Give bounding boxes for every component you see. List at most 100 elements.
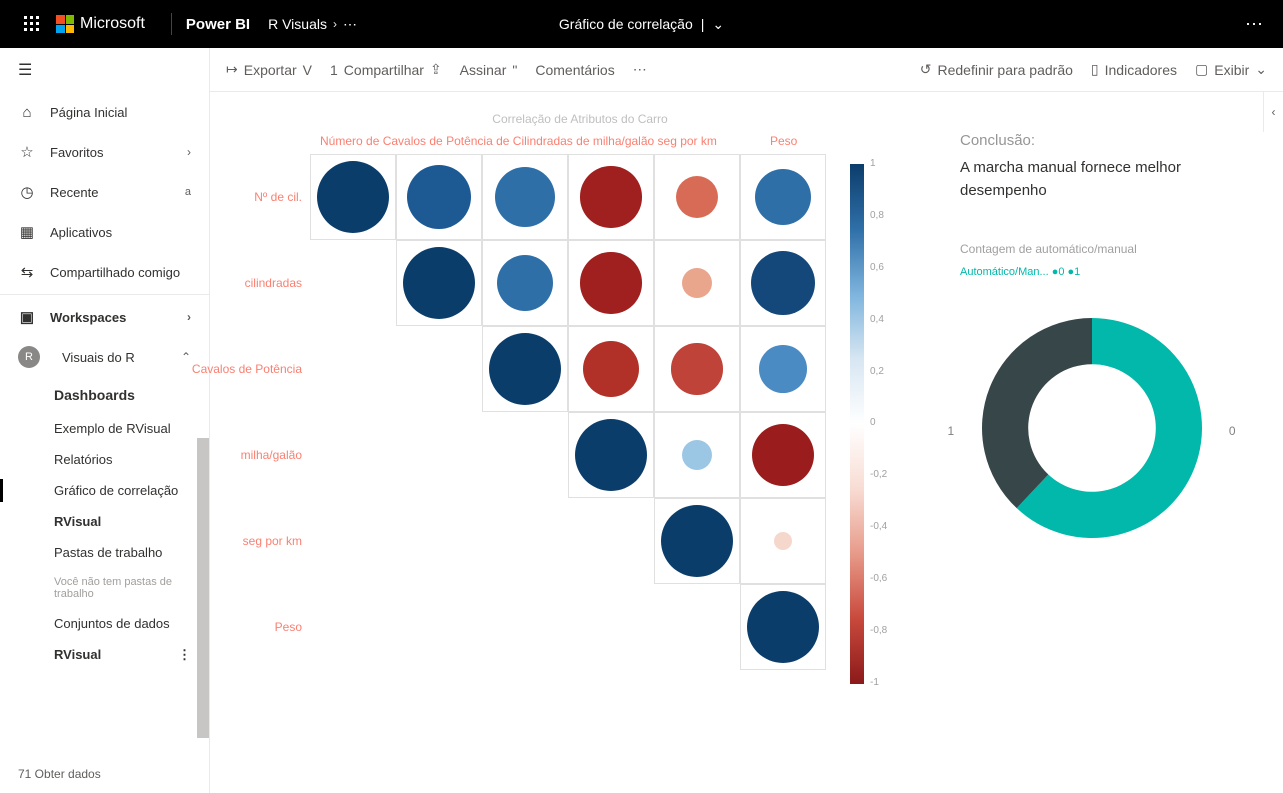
correlation-cell — [482, 326, 568, 412]
correlation-cell — [740, 498, 826, 584]
chevron-down-icon: ⌄ — [712, 16, 724, 33]
correlation-cell — [740, 240, 826, 326]
cmd-label: Redefinir para padrão — [937, 62, 1072, 78]
tree-dashboard-item[interactable]: Exemplo de RVisual — [28, 413, 209, 444]
scrollbar-thumb[interactable] — [197, 438, 209, 738]
correlation-circle — [317, 161, 389, 233]
row-label: seg por km — [160, 534, 310, 548]
more-icon[interactable]: ⋯ — [343, 16, 357, 33]
tree-rvisual[interactable]: RVisual — [28, 506, 209, 537]
donut-legend: Automático/Man... ●0 ●1 — [960, 266, 1223, 278]
top-label: Número de Cavalos de Potência de Cilindr… — [320, 134, 717, 148]
cmd-label: Indicadores — [1105, 62, 1177, 78]
nav-home[interactable]: ⌂ Página Inicial — [0, 92, 209, 132]
app-launcher-icon[interactable] — [8, 16, 56, 32]
nav-apps[interactable]: ▦Aplicativos — [0, 212, 209, 252]
correlation-circle — [759, 345, 807, 393]
correlation-circle — [580, 166, 641, 227]
nav-label: Recente — [50, 185, 98, 200]
correlation-circle — [497, 255, 554, 312]
legend-tick: -0,2 — [870, 469, 887, 480]
nav-workspaces[interactable]: ▣Workspaces› — [0, 297, 209, 337]
correlation-cell — [568, 240, 654, 326]
share-icon: ⇪ — [430, 61, 442, 78]
view-icon: ▢ — [1195, 61, 1208, 78]
correlation-circle — [682, 268, 713, 299]
correlation-chart[interactable]: Correlação de Atributos do Carro Número … — [240, 112, 920, 773]
home-icon: ⌂ — [18, 104, 36, 121]
conclusion-title: Conclusão: — [960, 132, 1223, 149]
tree-label: RVisual — [54, 647, 101, 662]
export-button[interactable]: ↦Exportar V — [226, 61, 312, 78]
donut-title: Contagem de automático/manual — [960, 242, 1223, 256]
clock-icon: ◷ — [18, 183, 36, 201]
breadcrumb[interactable]: R Visuals › ⋯ — [268, 16, 357, 33]
bookmarks-button[interactable]: ▯Indicadores — [1091, 61, 1177, 78]
chart-top-labels: Número de Cavalos de Potência de Cilindr… — [240, 134, 920, 154]
correlation-cell — [654, 326, 740, 412]
row-label: cilindradas — [160, 276, 310, 290]
more-icon[interactable]: ⋮ — [178, 647, 191, 663]
legend-tick: -0,6 — [870, 573, 887, 584]
row-label: Nº de cil. — [160, 190, 310, 204]
command-bar: ↦Exportar V 1 Compartilhar⇪ Assinar " Co… — [210, 48, 1283, 92]
more-button[interactable]: ⋯ — [633, 61, 647, 78]
comments-button[interactable]: Comentários — [535, 62, 614, 78]
hamburger-icon[interactable]: ☰ — [0, 48, 209, 92]
subscribe-button[interactable]: Assinar " — [460, 62, 518, 78]
correlation-cell — [654, 498, 740, 584]
export-icon: ↦ — [226, 61, 238, 78]
divider-small: | — [701, 16, 705, 32]
cmd-label: Compartilhar — [344, 62, 424, 78]
workspace-avatar: R — [18, 346, 40, 368]
row-label: Cavalos de Potência — [160, 362, 310, 376]
top-label-peso: Peso — [770, 134, 797, 148]
tree-report-item-selected[interactable]: Gráfico de correlação — [28, 475, 209, 506]
correlation-cell — [310, 240, 396, 326]
share-button[interactable]: 1 Compartilhar⇪ — [330, 61, 442, 78]
legend-tick: 0,2 — [870, 366, 887, 377]
conclusion-text: A marcha manual fornece melhor desempenh… — [960, 157, 1223, 202]
chart-title: Correlação de Atributos do Carro — [240, 112, 920, 126]
tree-dataset-item[interactable]: RVisual ⋮ — [28, 639, 209, 670]
cmd-label: Exibir — [1214, 62, 1249, 78]
correlation-cell — [310, 326, 396, 412]
correlation-cell — [654, 584, 740, 670]
correlation-cell — [396, 584, 482, 670]
correlation-cell — [482, 154, 568, 240]
correlation-cell — [310, 154, 396, 240]
separator — [0, 294, 209, 295]
correlation-circle — [671, 343, 722, 394]
nav-label: Página Inicial — [50, 105, 127, 120]
nav-favorites[interactable]: ☆Favoritos› — [0, 132, 209, 172]
reset-button[interactable]: ↺ Redefinir para padrão — [920, 61, 1073, 78]
correlation-cell — [740, 154, 826, 240]
correlation-circle — [407, 165, 472, 230]
legend-tick: 0,4 — [870, 314, 887, 325]
star-icon: ☆ — [18, 143, 36, 161]
left-nav: ☰ ⌂Página Inicial ☆Favoritos› ◷Recentea … — [0, 48, 210, 793]
tree-dashboards[interactable]: Dashboards — [28, 377, 209, 413]
correlation-cell — [568, 412, 654, 498]
correlation-circle — [661, 505, 733, 577]
nav-label: Aplicativos — [50, 225, 112, 240]
more-menu-icon[interactable]: ⋯ — [1233, 14, 1275, 35]
donut-chart[interactable]: 0 1 — [962, 298, 1222, 558]
microsoft-logo: Microsoft — [56, 15, 145, 33]
waffle-icon — [24, 16, 40, 32]
app-name[interactable]: Power BI — [186, 16, 250, 33]
pane-collapse-icon[interactable]: ‹ — [1263, 92, 1283, 132]
correlation-cell — [396, 498, 482, 584]
view-button[interactable]: ▢Exibir⌄ — [1195, 61, 1267, 78]
cmd-label: Exportar — [244, 62, 297, 78]
correlation-circle — [495, 167, 555, 227]
correlation-cell — [482, 240, 568, 326]
get-data-button[interactable]: 71 Obter dados — [0, 755, 209, 793]
report-title-dropdown[interactable]: Gráfico de correlação | ⌄ — [559, 16, 724, 33]
correlation-cell — [396, 412, 482, 498]
correlation-cell — [568, 584, 654, 670]
report-body: Correlação de Atributos do Carro Número … — [210, 92, 1283, 793]
correlation-cell — [310, 584, 396, 670]
legend-tick: 0,6 — [870, 262, 887, 273]
legend-tick: -0,8 — [870, 625, 887, 636]
